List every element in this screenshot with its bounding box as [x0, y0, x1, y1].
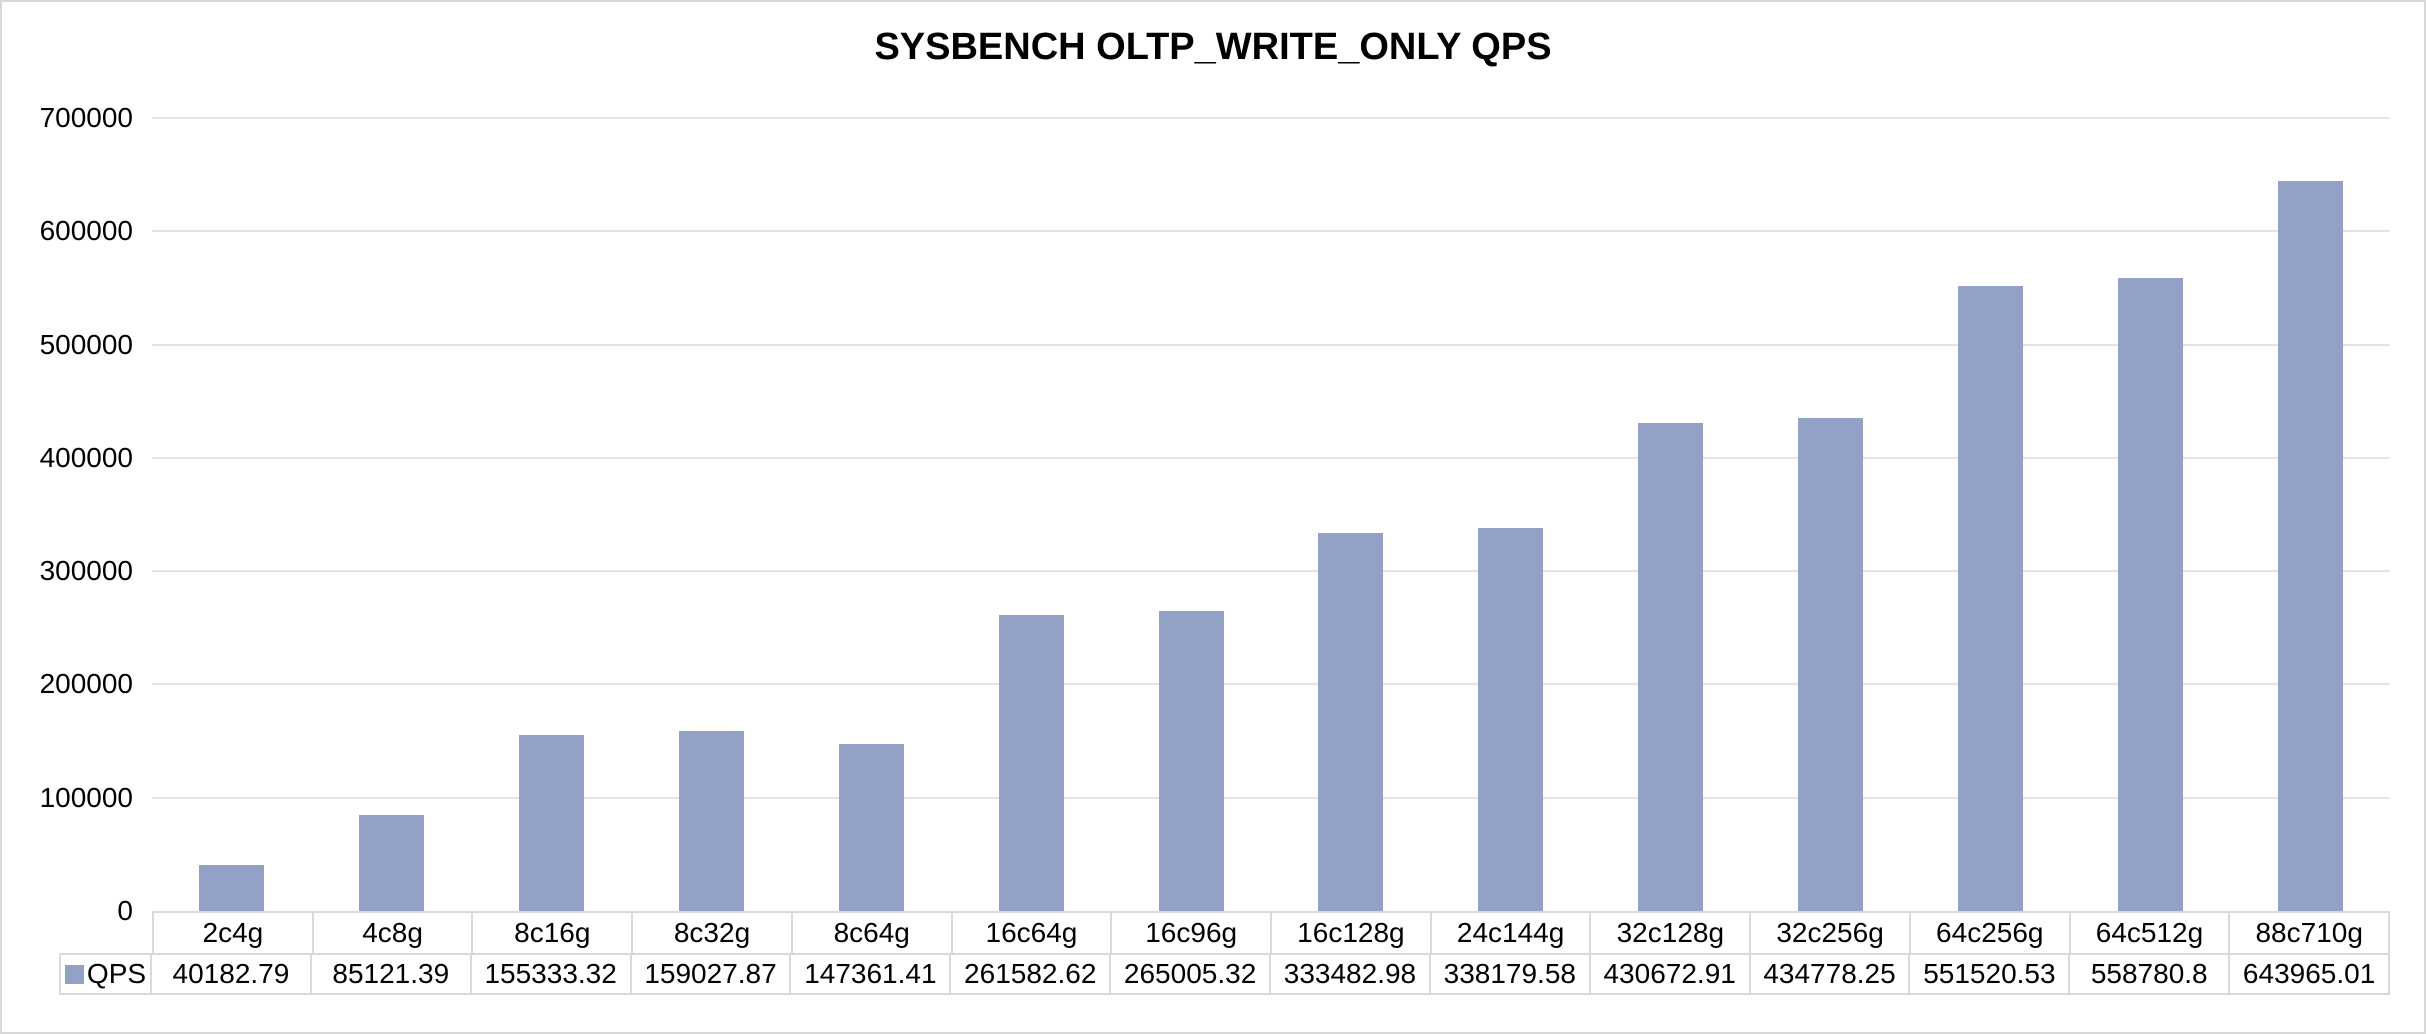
- legend-cell: QPS: [61, 953, 152, 995]
- bar-24c144g: [1478, 527, 1544, 911]
- y-axis-tick-label: 100000: [39, 781, 133, 813]
- gridline: [152, 683, 2390, 686]
- value-cell-24c144g: 338179.58: [1430, 953, 1591, 995]
- gridline: [152, 796, 2390, 799]
- category-cell-4c8g: 4c8g: [313, 911, 474, 953]
- value-cell-16c96g: 265005.32: [1111, 953, 1272, 995]
- legend-series-label: QPS: [86, 958, 147, 989]
- y-axis-tick-label: 700000: [39, 102, 133, 133]
- gridline: [152, 570, 2390, 573]
- value-cell-32c256g: 434778.25: [1750, 953, 1911, 995]
- series-color-swatch-icon: [64, 964, 84, 984]
- value-cell-32c128g: 430672.91: [1590, 953, 1751, 995]
- value-cell-2c4g: 40182.79: [152, 953, 312, 995]
- category-cell-16c128g: 16c128g: [1272, 911, 1432, 953]
- value-cell-4c8g: 85121.39: [311, 953, 472, 995]
- y-axis-tick-label: 0: [117, 895, 133, 926]
- category-cell-32c256g: 32c256g: [1751, 911, 1911, 953]
- bar-64c256g: [1957, 286, 2023, 911]
- gridline: [152, 117, 2390, 119]
- bar-8c16g: [519, 735, 585, 911]
- gridline: [152, 230, 2390, 233]
- value-cell-8c16g: 155333.32: [471, 953, 632, 995]
- bar-4c8g: [359, 814, 425, 911]
- y-axis-tick-label: 500000: [39, 328, 133, 360]
- bar-16c64g: [998, 614, 1064, 911]
- bar-32c128g: [1638, 423, 1704, 911]
- category-cell-16c64g: 16c64g: [952, 911, 1113, 953]
- category-cell-32c128g: 32c128g: [1591, 911, 1752, 953]
- category-cell-8c64g: 8c64g: [792, 911, 953, 953]
- value-cell-16c64g: 261582.62: [951, 953, 1112, 995]
- value-cell-88c710g: 643965.01: [2230, 953, 2391, 995]
- value-cell-8c64g: 147361.41: [791, 953, 952, 995]
- data-table-value-row: QPS 40182.79 85121.39 155333.32 159027.87 14…: [59, 953, 2391, 995]
- x-axis-category-row: 2c4g 4c8g 8c16g 8c32g 8c64g 16c64g 16c96g 16c12…: [152, 911, 2391, 953]
- y-axis-tick-label: 300000: [39, 555, 133, 587]
- bar-32c256g: [1798, 418, 1863, 911]
- bar-16c128g: [1318, 533, 1384, 911]
- bar-2c4g: [199, 865, 265, 911]
- category-cell-64c512g: 64c512g: [2070, 911, 2231, 953]
- bar-8c64g: [838, 744, 904, 911]
- category-cell-64c256g: 64c256g: [1910, 911, 2071, 953]
- bar-64c512g: [2117, 277, 2183, 911]
- y-axis-tick-label: 200000: [39, 668, 133, 700]
- category-cell-8c32g: 8c32g: [633, 911, 793, 953]
- category-cell-88c710g: 88c710g: [2230, 911, 2391, 953]
- value-cell-16c128g: 333482.98: [1271, 953, 1431, 995]
- gridline: [152, 343, 2390, 346]
- category-cell-24c144g: 24c144g: [1431, 911, 1592, 953]
- value-cell-64c512g: 558780.8: [2070, 953, 2231, 995]
- bar-16c96g: [1158, 610, 1224, 911]
- y-axis-tick-label: 400000: [39, 441, 133, 473]
- category-cell-16c96g: 16c96g: [1112, 911, 1273, 953]
- value-cell-64c256g: 551520.53: [1910, 953, 2071, 995]
- bar-8c32g: [679, 730, 744, 911]
- category-cell-8c16g: 8c16g: [473, 911, 634, 953]
- y-axis-tick-label: 600000: [39, 215, 133, 247]
- value-cell-8c32g: 159027.87: [631, 953, 792, 995]
- chart-title: SYSBENCH OLTP_WRITE_ONLY QPS: [874, 26, 1552, 68]
- category-cell-2c4g: 2c4g: [154, 911, 314, 953]
- bar-88c710g: [2277, 181, 2343, 911]
- gridline: [152, 456, 2390, 459]
